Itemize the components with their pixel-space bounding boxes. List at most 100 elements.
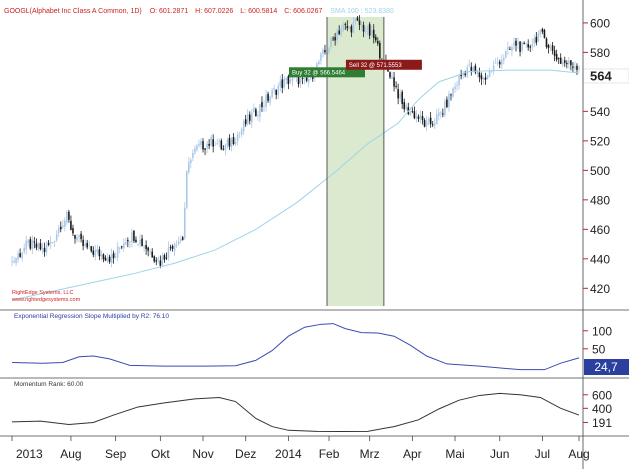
candle-body [348, 26, 351, 29]
candle-body [192, 153, 194, 159]
candle-body [114, 256, 117, 257]
candle-body [163, 255, 166, 260]
price-tick-label: 420 [590, 282, 610, 296]
candle-body [188, 162, 190, 173]
candle-body [17, 253, 19, 260]
momentum-tick-label: 400 [592, 402, 612, 416]
time-tick-label: Apr [403, 447, 422, 461]
branding-company: RightEdge Systems, LLC [12, 290, 73, 296]
candle-body [248, 114, 251, 121]
candle-body [255, 109, 257, 117]
candle-body [563, 60, 566, 63]
candle-body [340, 29, 343, 35]
current-value-text: 24,7 [594, 360, 618, 374]
candle-body [324, 50, 326, 53]
candle-body [47, 242, 50, 245]
candle-body [578, 67, 580, 70]
time-tick-label: Mai [445, 447, 464, 461]
regression-panel: Exponential Regression Slope Multiplied … [11, 313, 629, 375]
candle-body [66, 211, 68, 223]
candle-body [421, 116, 424, 121]
candle-body [360, 24, 363, 27]
candle-body [468, 64, 471, 66]
candle-body [437, 112, 440, 116]
candle-body [165, 257, 168, 259]
candle-body [366, 26, 369, 31]
candle-body [68, 211, 70, 220]
candle-body [78, 235, 80, 238]
candle-body [553, 50, 556, 56]
time-tick-label: Dez [235, 447, 256, 461]
candle-body [555, 54, 558, 60]
candle-body [287, 75, 290, 84]
candle-body [100, 254, 103, 257]
buy-annotation: Buy 32 @ 566.5464 [289, 67, 365, 78]
candlestick-series [11, 15, 580, 269]
time-tick-label: 2013 [16, 447, 43, 461]
candle-body [263, 105, 265, 107]
candle-body [307, 79, 310, 83]
candle-body [411, 111, 414, 113]
candle-body [143, 246, 145, 248]
candle-body [547, 45, 550, 48]
candle-body [238, 132, 241, 134]
candle-body [145, 245, 147, 250]
candle-body [159, 260, 162, 266]
candle-body [275, 89, 277, 95]
candle-body [456, 85, 458, 86]
candle-body [49, 241, 52, 244]
candle-body [179, 239, 182, 242]
candle-body [257, 115, 259, 116]
candle-body [153, 256, 156, 262]
sell-annotation-text: Sell 32 @ 571.5553 [349, 63, 402, 69]
candle-body [527, 44, 529, 48]
candle-body [458, 76, 460, 86]
candle-body [551, 45, 554, 51]
candle-body [53, 240, 56, 242]
candle-body [74, 235, 76, 239]
candle-body [452, 88, 454, 97]
candle-body [503, 57, 505, 61]
price-tick-label: 460 [590, 223, 610, 237]
candle-body [220, 140, 223, 150]
branding-website: www.rightedgesystems.com [11, 297, 81, 303]
candle-body [92, 250, 95, 255]
candle-body [98, 249, 101, 257]
candle-body [106, 258, 109, 261]
sma-100-line [11, 69, 580, 301]
candle-body [482, 77, 485, 80]
candle-body [216, 143, 219, 144]
candle-body [55, 234, 58, 240]
candle-body [246, 114, 249, 124]
candle-body [372, 29, 375, 39]
candle-body [204, 148, 206, 150]
candle-body [531, 44, 534, 47]
candle-body [566, 62, 568, 65]
candle-body [515, 40, 517, 46]
candle-body [574, 66, 576, 69]
candle-body [303, 79, 306, 81]
candle-body [332, 38, 334, 40]
candle-body [444, 101, 446, 116]
header-low: L: 600.5814 [240, 8, 277, 15]
candle-body [173, 243, 176, 252]
candle-body [102, 254, 105, 260]
candle-body [196, 145, 198, 151]
candle-body [37, 242, 40, 250]
candle-body [505, 51, 507, 58]
candle-body [545, 38, 548, 48]
candle-body [407, 107, 410, 114]
candle-body [76, 237, 78, 241]
price-tick-label: 520 [590, 134, 610, 148]
candle-body [96, 249, 99, 252]
candle-body [570, 60, 572, 66]
time-tick-label: Nov [192, 447, 213, 461]
time-tick-label: Feb [319, 447, 340, 461]
candle-body [240, 129, 243, 135]
candle-body [70, 220, 72, 230]
time-tick-label: Jun [490, 447, 509, 461]
candle-body [242, 121, 245, 132]
candle-body [27, 240, 30, 243]
candle-body [513, 42, 515, 46]
